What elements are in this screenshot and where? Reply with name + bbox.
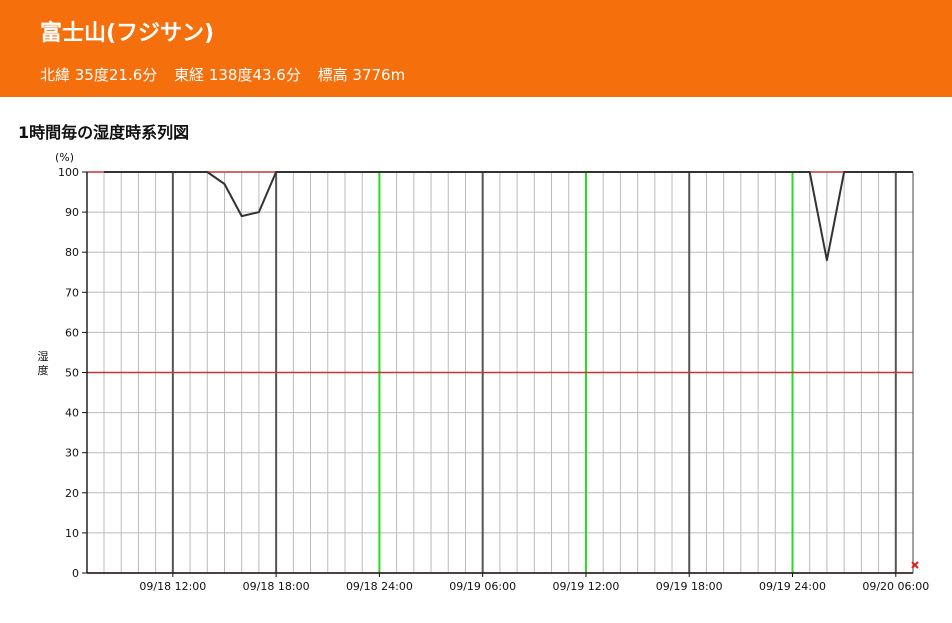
chart-section-title: 1時間毎の湿度時系列図 <box>18 123 190 142</box>
y-tick-label: 70 <box>65 286 79 299</box>
header-banner: 富士山(フジサン) 北緯 35度21.6分 東経 138度43.6分 標高 37… <box>0 0 952 97</box>
x-tick-label: 09/19 06:00 <box>449 580 516 593</box>
y-tick-label: 10 <box>65 527 79 540</box>
x-tick-label: 09/20 06:00 <box>862 580 929 593</box>
end-marker-stroke <box>911 561 919 569</box>
y-tick-label: 40 <box>65 407 79 420</box>
x-tick-label: 09/19 12:00 <box>553 580 620 593</box>
y-tick-label: 30 <box>65 447 79 460</box>
end-marker <box>911 561 919 569</box>
x-tick-label: 09/19 24:00 <box>759 580 826 593</box>
x-tick-label: 09/19 18:00 <box>656 580 723 593</box>
station-title: 富士山(フジサン) <box>40 21 215 46</box>
elevation-text: 標高 3776m <box>317 66 406 84</box>
y-ticks: 0 10 20 30 40 50 60 70 80 90 100 <box>58 166 87 580</box>
series-layer <box>104 171 913 262</box>
x-tick-label: 09/18 12:00 <box>139 580 206 593</box>
y-tick-label: 80 <box>65 246 79 259</box>
y-axis-unit: (%) <box>55 151 74 164</box>
y-axis-title-char: 度 <box>38 363 49 377</box>
humidity-series-line <box>104 171 913 262</box>
y-tick-label: 20 <box>65 487 79 500</box>
y-axis-title-char: 湿 <box>38 350 49 363</box>
x-ticks: 09/18 12:00 09/18 18:00 09/18 24:00 09/19 0… <box>139 573 929 593</box>
y-tick-label: 50 <box>65 367 79 380</box>
y-tick-label: 60 <box>65 326 79 339</box>
y-tick-label: 100 <box>58 166 79 179</box>
station-location: 北緯 35度21.6分 東経 138度43.6分 標高 3776m <box>40 64 417 85</box>
longitude-text: 東経 138度43.6分 <box>174 66 301 84</box>
y-axis-title: 湿度 <box>38 350 49 377</box>
y-tick-label: 0 <box>72 567 79 580</box>
y-tick-label: 90 <box>65 206 79 219</box>
latitude-text: 北緯 35度21.6分 <box>40 66 158 84</box>
x-tick-label: 09/18 24:00 <box>346 580 413 593</box>
x-tick-label: 09/18 18:00 <box>243 580 310 593</box>
